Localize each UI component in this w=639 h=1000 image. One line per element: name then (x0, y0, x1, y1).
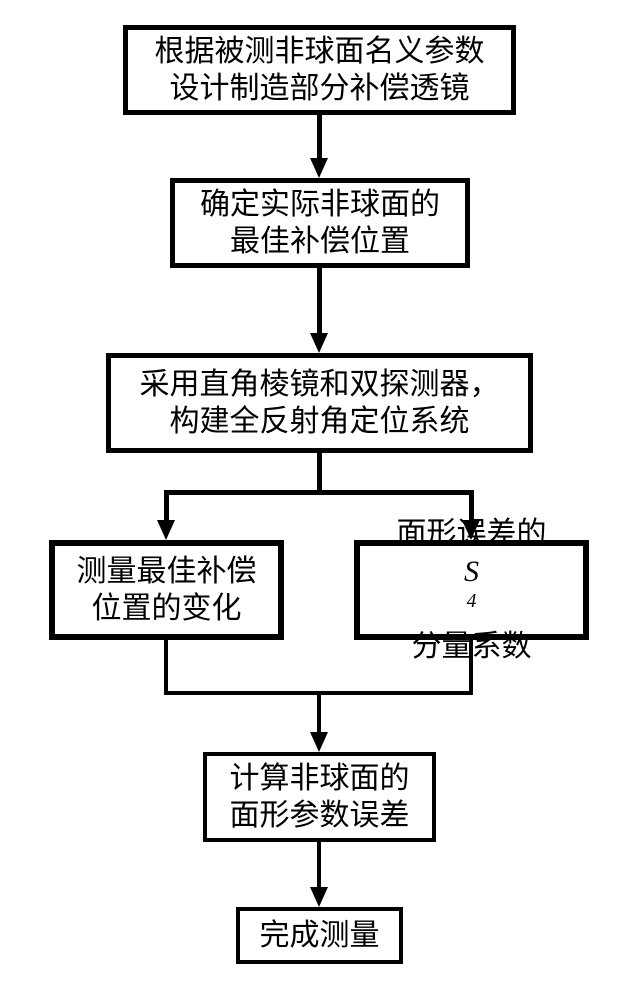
flow-node-5: 面形误差的S4分量系数 (354, 540, 589, 640)
split-stem (317, 453, 322, 495)
arrow-6-head (310, 887, 328, 907)
arrow-5 (317, 693, 321, 732)
flow-node-4-label: 测量最佳补偿位置的变化 (77, 553, 257, 628)
split-left (164, 490, 169, 520)
flow-node-2-label: 确定实际非球面的最佳补偿位置 (200, 186, 440, 261)
flow-node-6-label: 计算非球面的面形参数误差 (230, 760, 410, 835)
flow-node-3: 采用直角棱镜和双探测器，构建全反射角定位系统 (106, 353, 533, 453)
merge-left (164, 640, 168, 695)
arrow-6 (317, 842, 321, 887)
split-left-head (157, 520, 175, 540)
arrow-5-head (310, 732, 328, 752)
arrow-1 (317, 115, 322, 158)
split-right-head (462, 520, 480, 540)
flow-node-2: 确定实际非球面的最佳补偿位置 (170, 178, 470, 268)
flow-node-6: 计算非球面的面形参数误差 (203, 752, 436, 842)
flow-node-7-label: 完成测量 (260, 917, 380, 955)
merge-right (469, 640, 473, 695)
arrow-2-head (310, 333, 328, 353)
flow-node-1: 根据被测非球面名义参数设计制造部分补偿透镜 (123, 25, 516, 115)
split-right (469, 490, 474, 520)
flow-node-4: 测量最佳补偿位置的变化 (49, 540, 284, 640)
split-hbar (164, 490, 474, 495)
flow-node-1-label: 根据被测非球面名义参数设计制造部分补偿透镜 (155, 33, 485, 108)
arrow-2 (317, 268, 322, 333)
arrow-1-head (310, 158, 328, 178)
flow-node-7: 完成测量 (236, 907, 403, 964)
flow-node-3-label: 采用直角棱镜和双探测器，构建全反射角定位系统 (140, 366, 500, 441)
